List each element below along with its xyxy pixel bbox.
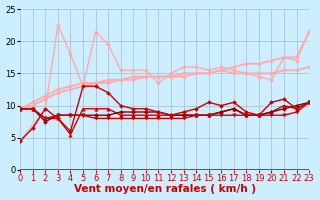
X-axis label: Vent moyen/en rafales ( km/h ): Vent moyen/en rafales ( km/h )	[74, 184, 256, 194]
